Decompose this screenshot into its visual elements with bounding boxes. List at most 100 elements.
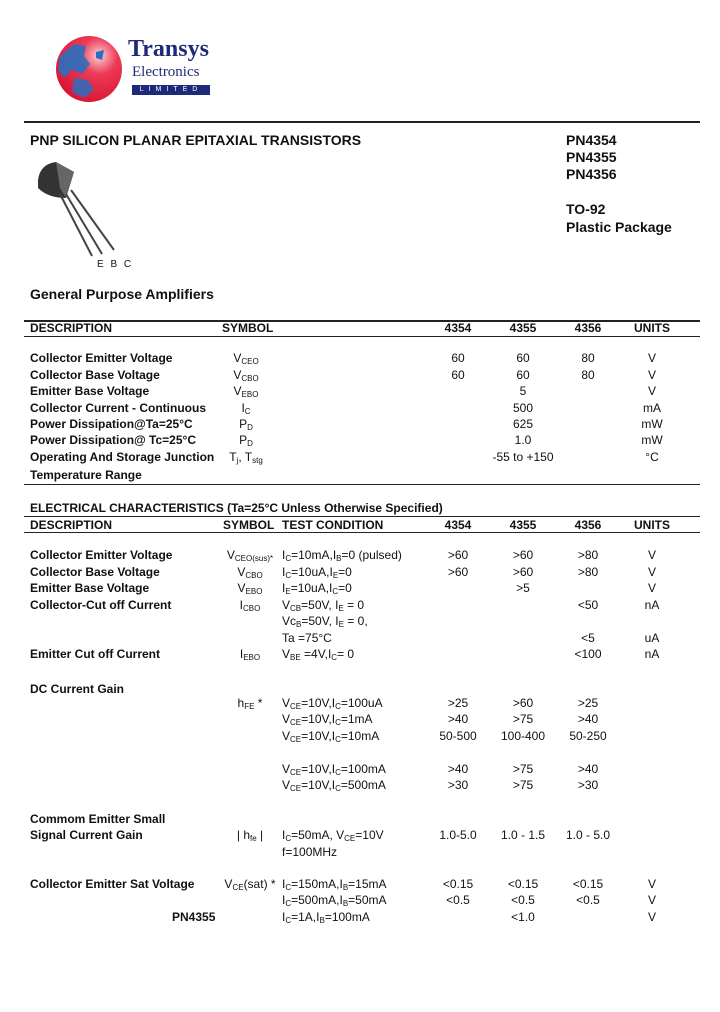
col-test-condition: TEST CONDITION [282, 518, 384, 532]
row-units: mW [641, 433, 663, 447]
table-row: VCE=10V,IC=10mA 50-500 100-400 50-250 [0, 729, 720, 745]
row-units: V [647, 384, 657, 398]
col-4355: 4355 [509, 518, 537, 532]
col-symbol: SYMBOL [223, 518, 275, 532]
row-description: Collector Emitter Voltage [30, 351, 173, 365]
row-value-4356: 1.0 - 5.0 [565, 828, 611, 842]
row-value-4356: >40 [577, 712, 599, 726]
table-row: Emitter Base Voltage VEBO IE=10uA,IC=0 >5 V [0, 581, 720, 597]
row-value-4355: <1.0 [511, 910, 535, 924]
table-row: Ta =75°C <5 uA [0, 631, 720, 647]
header-rule [24, 121, 700, 123]
row-symbol: VCEO(sus)* [226, 548, 274, 563]
row-symbol: VEBO [233, 384, 259, 399]
row-test-condition: IC=150mA,IB=15mA [282, 877, 387, 892]
row-value-4355: >5 [516, 581, 530, 595]
row-description: Operating And Storage Junction [30, 450, 215, 464]
electrical-header: DESCRIPTION SYMBOL TEST CONDITION 4354 4… [0, 518, 720, 534]
row-value-4354: 60 [451, 368, 465, 382]
row-units: V [647, 581, 657, 595]
part-number: PN4356 [566, 166, 617, 182]
row-units: V [647, 548, 657, 562]
pin-labels: E B C [97, 259, 134, 270]
table-row: VCE=10V,IC=100mA >40 >75 >40 [0, 762, 720, 778]
part-number: PN4355 [566, 149, 617, 165]
row-description: Collector Emitter Voltage [30, 548, 173, 562]
row-test-condition: VCE=10V,IC=100mA [282, 762, 386, 777]
row-test-condition: VCE=10V,IC=1mA [282, 712, 373, 727]
row-test-condition: Ta =75°C [282, 631, 332, 645]
row-value-4354: <0.15 [442, 877, 474, 891]
row-description: Collector Base Voltage [30, 368, 160, 382]
row-description: Collector Base Voltage [30, 565, 160, 579]
row-test-condition: VcB=50V, IE = 0, [282, 614, 368, 629]
row-symbol: Tj, Tstg [229, 450, 263, 465]
row-symbol: VCBO [237, 565, 263, 580]
table-row: Power Dissipation@ Tc=25°C PD 1.0 mW [0, 433, 720, 449]
row-units: V [647, 893, 657, 907]
row-value-4356: >25 [577, 696, 599, 710]
row-value-4356: <0.5 [576, 893, 600, 907]
row-units: nA [644, 647, 660, 661]
table-row: Signal Current Gain | hfe | IC=50mA, VCE=1… [0, 828, 720, 844]
table-row: DC Current Gain [0, 682, 720, 698]
page-title: PNP SILICON PLANAR EPITAXIAL TRANSISTORS [30, 132, 362, 148]
table-row: Operating And Storage Junction Tj, Tstg -5… [0, 450, 720, 466]
row-value-4356: <0.15 [572, 877, 604, 891]
row-description: Emitter Base Voltage [30, 384, 150, 398]
table-row: IC=500mA,IB=50mA <0.5 <0.5 <0.5 V [0, 893, 720, 909]
row-value-4356: 50-250 [569, 729, 607, 743]
table-row: Collector Base Voltage VCBO IC=10uA,IE=0 >6… [0, 565, 720, 581]
row-value-all: 5 [519, 384, 527, 398]
row-value-4354: <0.5 [446, 893, 470, 907]
row-symbol: ICBO [239, 598, 261, 613]
globe-icon [56, 36, 122, 102]
row-value-4354: >25 [447, 696, 469, 710]
row-value-4354: >30 [447, 778, 469, 792]
row-value-4356: >40 [577, 762, 599, 776]
row-value-4354: >60 [447, 565, 469, 579]
col-4354: 4354 [444, 518, 472, 532]
table-row: Power Dissipation@Ta=25°C PD 625 mW [0, 417, 720, 433]
row-part: PN4355 [172, 910, 216, 924]
ratings-header: DESCRIPTION SYMBOL 4354 4355 4356 UNITS [0, 321, 720, 337]
col-units: UNITS [634, 518, 670, 532]
row-value-all: 1.0 [514, 433, 532, 447]
table-rule [24, 532, 700, 533]
to92-package-icon [38, 162, 115, 257]
row-value-all: 625 [512, 417, 534, 431]
row-units: V [647, 910, 657, 924]
row-symbol: VCEO [233, 351, 259, 366]
row-symbol: | hfe | [236, 828, 264, 843]
row-units: mA [643, 401, 661, 415]
row-value-4354: >60 [447, 548, 469, 562]
row-test-condition: IE=10uA,IC=0 [282, 581, 352, 596]
logo-name: Transys [128, 36, 209, 62]
row-value-4355: 1.0 - 1.5 [500, 828, 546, 842]
col-4356: 4356 [574, 518, 602, 532]
row-description: Emitter Base Voltage [30, 581, 150, 595]
row-symbol: VCE(sat) * [224, 877, 276, 892]
row-value-4355: 60 [516, 351, 530, 365]
row-description: Temperature Range [30, 468, 142, 482]
row-value-4354: 60 [451, 351, 465, 365]
row-value-4356: <100 [574, 647, 602, 661]
col-symbol: SYMBOL [222, 321, 274, 335]
row-test-condition: IC=10uA,IE=0 [282, 565, 352, 580]
col-4356: 4356 [574, 321, 602, 335]
row-value-4356: >80 [577, 565, 599, 579]
table-row: VCE=10V,IC=1mA >40 >75 >40 [0, 712, 720, 728]
row-value-all: -55 to +150 [492, 450, 554, 464]
row-value-4355: >60 [512, 565, 534, 579]
row-value-4356: <50 [577, 598, 599, 612]
row-value-4356: <5 [581, 631, 595, 645]
row-description: Emitter Cut off Current [30, 647, 160, 661]
row-symbol: PD [239, 417, 253, 432]
row-test-condition: VCE=10V,IC=100uA [282, 696, 383, 711]
row-symbol: PD [239, 433, 253, 448]
row-units: mW [641, 417, 663, 431]
table-rule [24, 484, 700, 485]
part-number: PN4354 [566, 132, 617, 148]
row-test-condition: IC=500mA,IB=50mA [282, 893, 387, 908]
